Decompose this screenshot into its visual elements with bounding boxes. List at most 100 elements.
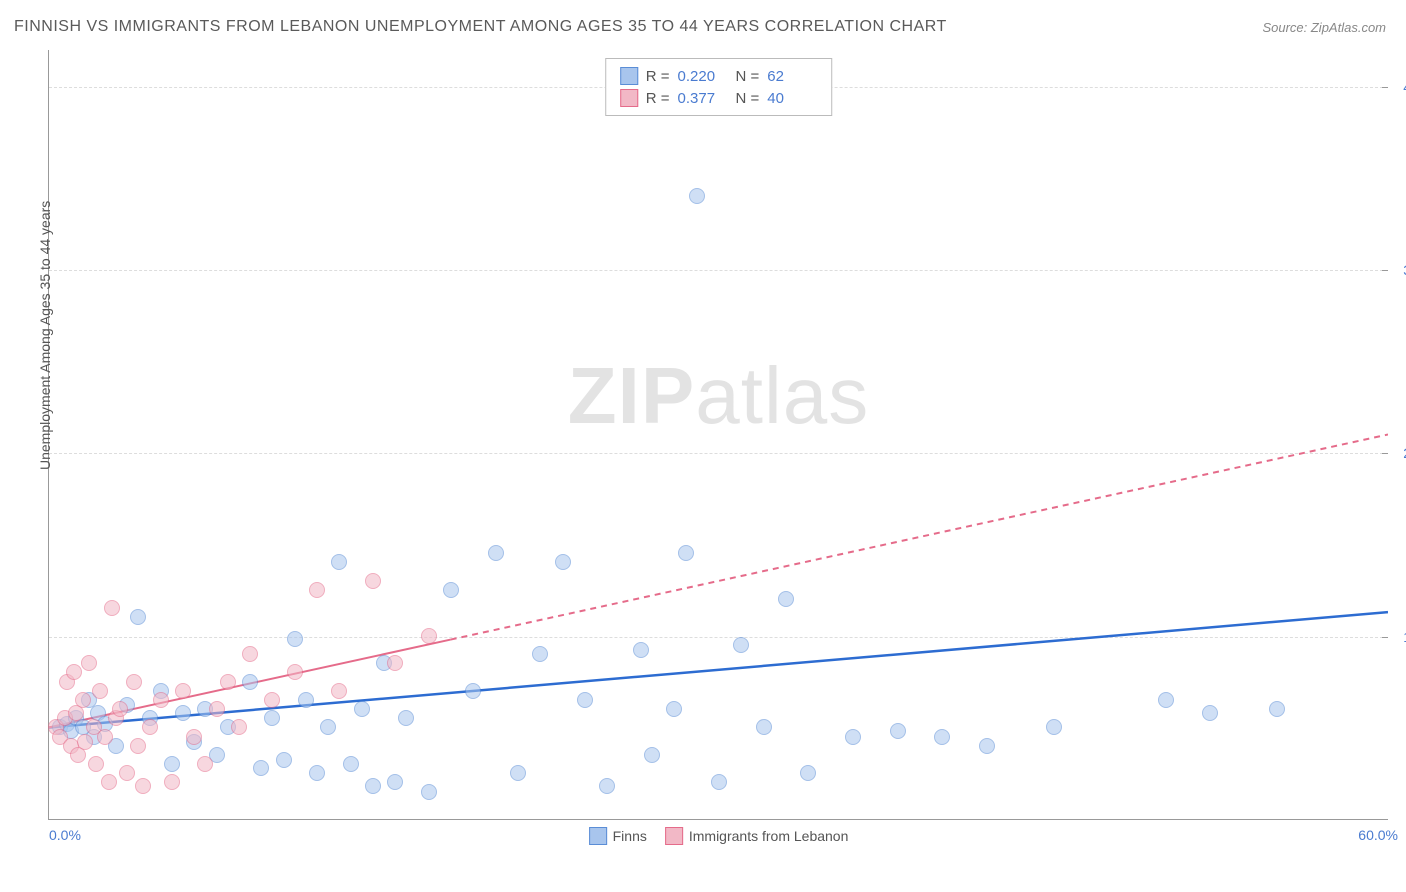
data-point (112, 701, 128, 717)
plot-area: Unemployment Among Ages 35 to 44 years Z… (48, 50, 1388, 820)
data-point (365, 573, 381, 589)
watermark-bold: ZIP (568, 351, 695, 440)
n-value-lebanon: 40 (767, 90, 817, 107)
data-point (287, 631, 303, 647)
data-point (175, 683, 191, 699)
data-point (164, 774, 180, 790)
data-point (800, 765, 816, 781)
y-axis-tick (1382, 453, 1388, 454)
data-point (231, 719, 247, 735)
data-point (88, 756, 104, 772)
r-value-lebanon: 0.377 (678, 90, 728, 107)
y-axis-label: Unemployment Among Ages 35 to 44 years (37, 201, 53, 470)
data-point (242, 674, 258, 690)
data-point (778, 591, 794, 607)
n-value-finns: 62 (767, 68, 817, 85)
trend-lines (49, 50, 1388, 819)
data-point (331, 683, 347, 699)
data-point (135, 778, 151, 794)
data-point (644, 747, 660, 763)
r-label: R = (646, 90, 670, 107)
data-point (465, 683, 481, 699)
x-tick-60: 60.0% (1358, 827, 1398, 843)
legend-item-finns: Finns (589, 827, 647, 845)
data-point (1269, 701, 1285, 717)
data-point (343, 756, 359, 772)
data-point (421, 628, 437, 644)
data-point (153, 692, 169, 708)
data-point (387, 774, 403, 790)
source-attribution: Source: ZipAtlas.com (1262, 20, 1386, 35)
data-point (264, 710, 280, 726)
data-point (890, 723, 906, 739)
stats-row-finns: R = 0.220 N = 62 (620, 65, 818, 87)
data-point (387, 655, 403, 671)
data-point (298, 692, 314, 708)
data-point (421, 784, 437, 800)
n-label: N = (736, 68, 760, 85)
data-point (197, 756, 213, 772)
data-point (77, 734, 93, 750)
legend-swatch-lebanon (665, 827, 683, 845)
data-point (220, 674, 236, 690)
data-point (398, 710, 414, 726)
data-point (488, 545, 504, 561)
bottom-legend: Finns Immigrants from Lebanon (589, 827, 849, 845)
data-point (733, 637, 749, 653)
data-point (92, 683, 108, 699)
gridline (49, 453, 1388, 454)
gridline (49, 637, 1388, 638)
data-point (689, 188, 705, 204)
data-point (81, 655, 97, 671)
data-point (331, 554, 347, 570)
data-point (164, 756, 180, 772)
chart-title: FINNISH VS IMMIGRANTS FROM LEBANON UNEMP… (14, 18, 947, 36)
data-point (186, 729, 202, 745)
swatch-finns (620, 67, 638, 85)
data-point (577, 692, 593, 708)
y-axis-tick (1382, 637, 1388, 638)
data-point (101, 774, 117, 790)
y-axis-tick (1382, 270, 1388, 271)
data-point (1046, 719, 1062, 735)
stats-row-lebanon: R = 0.377 N = 40 (620, 87, 818, 109)
data-point (354, 701, 370, 717)
data-point (510, 765, 526, 781)
data-point (934, 729, 950, 745)
data-point (555, 554, 571, 570)
data-point (599, 778, 615, 794)
data-point (264, 692, 280, 708)
data-point (130, 609, 146, 625)
r-label: R = (646, 68, 670, 85)
data-point (320, 719, 336, 735)
data-point (309, 582, 325, 598)
y-axis-tick (1382, 87, 1388, 88)
data-point (97, 729, 113, 745)
watermark-light: atlas (695, 351, 869, 440)
data-point (209, 701, 225, 717)
data-point (104, 600, 120, 616)
legend-label-lebanon: Immigrants from Lebanon (689, 828, 849, 844)
data-point (532, 646, 548, 662)
data-point (276, 752, 292, 768)
data-point (309, 765, 325, 781)
data-point (756, 719, 772, 735)
data-point (142, 719, 158, 735)
data-point (119, 765, 135, 781)
correlation-stats-box: R = 0.220 N = 62 R = 0.377 N = 40 (605, 58, 833, 116)
data-point (126, 674, 142, 690)
legend-swatch-finns (589, 827, 607, 845)
data-point (75, 692, 91, 708)
data-point (666, 701, 682, 717)
data-point (443, 582, 459, 598)
data-point (365, 778, 381, 794)
data-point (242, 646, 258, 662)
data-point (66, 664, 82, 680)
swatch-lebanon (620, 89, 638, 107)
data-point (130, 738, 146, 754)
legend-item-lebanon: Immigrants from Lebanon (665, 827, 849, 845)
x-tick-0: 0.0% (49, 827, 81, 843)
data-point (1202, 705, 1218, 721)
data-point (1158, 692, 1174, 708)
legend-label-finns: Finns (613, 828, 647, 844)
